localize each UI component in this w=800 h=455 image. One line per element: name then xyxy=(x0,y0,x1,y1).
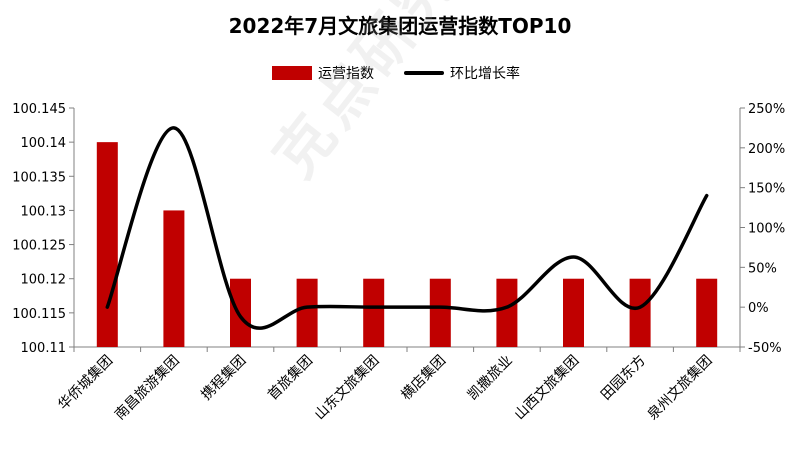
x-tick-label: 田园东方 xyxy=(598,353,649,404)
x-tick-label: 南昌旅游集团 xyxy=(111,352,182,423)
x-tick-label: 横店集团 xyxy=(398,352,450,404)
y-left-tick-label: 100.11 xyxy=(21,341,67,356)
y-right-tick-label: 250% xyxy=(748,102,785,117)
y-right-tick-label: 50% xyxy=(748,261,777,276)
bar xyxy=(696,278,718,347)
x-tick-label: 泉州文旅集团 xyxy=(644,352,715,423)
y-left-tick-label: 100.135 xyxy=(12,170,66,185)
y-left-tick-label: 100.12 xyxy=(21,273,67,288)
bar xyxy=(629,278,651,347)
legend-line-swatch xyxy=(404,71,444,75)
y-left-tick-label: 100.125 xyxy=(12,239,66,254)
bar xyxy=(429,278,451,347)
chart-legend: 运营指数 环比增长率 xyxy=(0,62,800,84)
bar xyxy=(496,278,518,347)
bar xyxy=(230,278,251,347)
x-tick-label: 山东文旅集团 xyxy=(311,352,382,423)
x-tick-label: 首旅集团 xyxy=(264,352,316,404)
y-right-tick-label: 100% xyxy=(748,222,785,237)
legend-label-line: 环比增长率 xyxy=(450,66,520,82)
y-left-tick-label: 100.115 xyxy=(12,307,66,322)
chart-title: 2022年7月文旅集团运营指数TOP10 xyxy=(228,14,572,38)
y-right-tick-label: 0% xyxy=(748,301,769,316)
bar xyxy=(363,278,385,347)
bar xyxy=(296,278,318,347)
y-right-tick-label: 150% xyxy=(748,182,785,197)
legend-bar-swatch xyxy=(272,66,312,80)
x-tick-label: 凯撒旅业 xyxy=(465,353,516,404)
legend-item-line: 环比增长率 xyxy=(404,62,520,84)
growth-line xyxy=(105,126,709,330)
y-right-tick-label: -50% xyxy=(748,341,782,356)
x-tick-label: 山西文旅集团 xyxy=(511,352,582,423)
x-tick-label: 携程集团 xyxy=(198,352,250,404)
bar xyxy=(563,278,584,347)
legend-item-bar: 运营指数 xyxy=(272,62,374,84)
bar xyxy=(96,142,118,347)
legend-label-bar: 运营指数 xyxy=(318,66,374,82)
y-left-tick-label: 100.14 xyxy=(21,136,67,151)
y-left-tick-label: 100.13 xyxy=(21,204,67,219)
y-right-tick-label: 200% xyxy=(748,142,785,157)
y-left-tick-label: 100.145 xyxy=(12,102,66,117)
x-tick-label: 华侨城集团 xyxy=(55,352,117,414)
bar xyxy=(163,210,185,347)
